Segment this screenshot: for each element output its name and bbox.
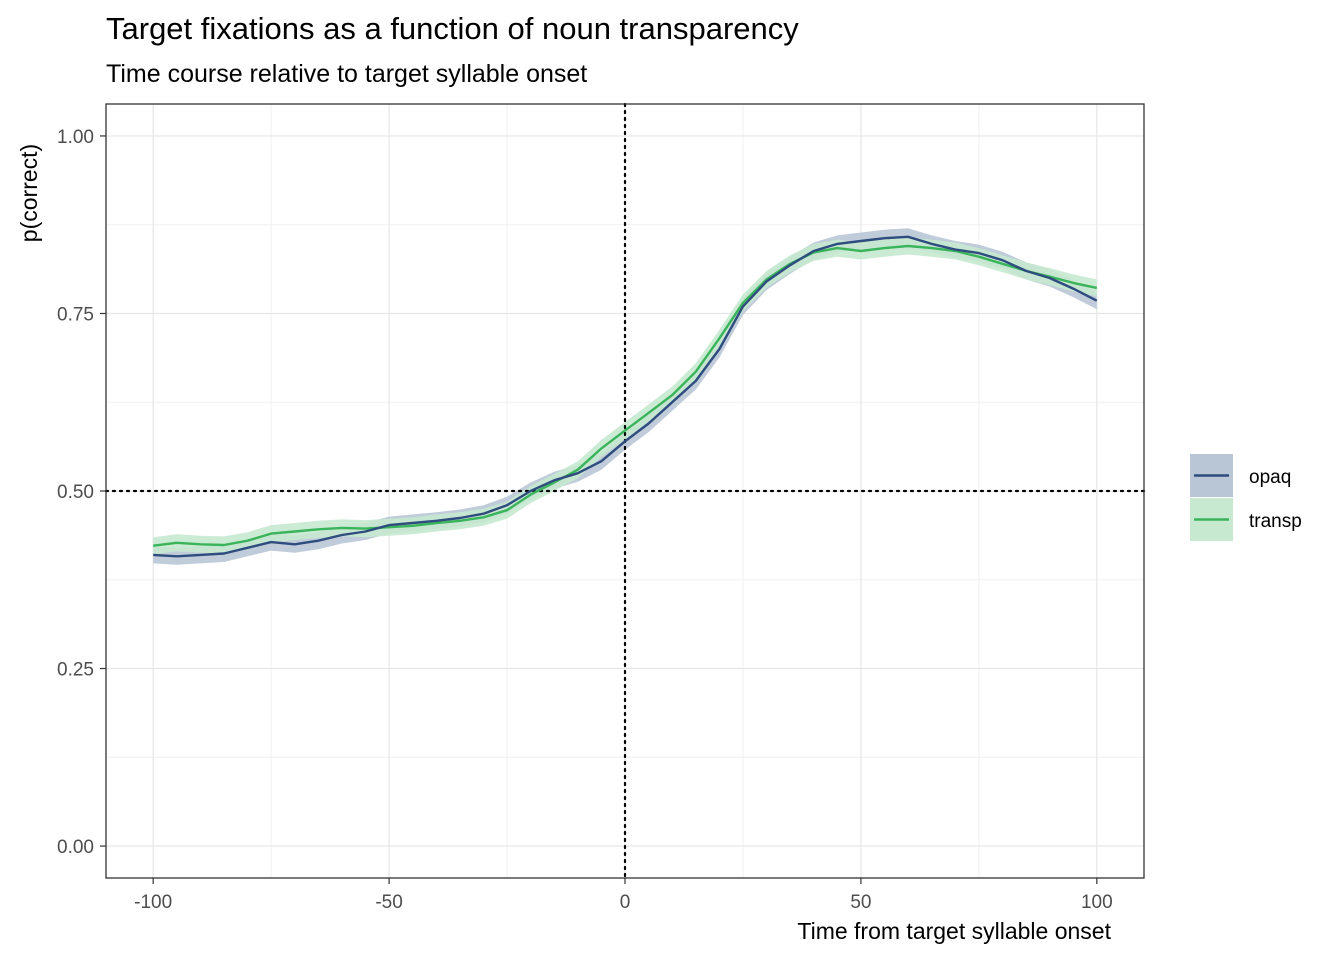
y-tick-label: 0.50 xyxy=(57,482,94,503)
x-tick-label: 50 xyxy=(850,892,871,913)
y-tick-label: 1.00 xyxy=(57,127,94,148)
reference-lines xyxy=(104,102,1146,880)
band-transp xyxy=(153,237,1097,555)
x-tick-label: 0 xyxy=(620,892,631,913)
plot-panel xyxy=(104,102,1146,880)
legend-label-transp: transp xyxy=(1249,511,1302,532)
y-axis: 0.00 0.25 0.50 0.75 1.00 xyxy=(57,127,106,858)
y-axis-title: p(correct) xyxy=(16,144,42,242)
x-tick-label: 100 xyxy=(1081,892,1113,913)
legend: opaq transp xyxy=(1190,454,1302,541)
confidence-bands xyxy=(153,228,1097,565)
series-line-opaq xyxy=(153,235,1098,558)
series-line-transp xyxy=(153,244,1098,547)
chart-title: Target fixations as a function of noun t… xyxy=(106,11,799,46)
series-lines xyxy=(153,235,1098,558)
legend-label-opaq: opaq xyxy=(1249,467,1291,488)
y-tick-label: 0.25 xyxy=(57,660,94,681)
x-tick-label: -50 xyxy=(375,892,402,913)
x-tick-label: -100 xyxy=(134,892,172,913)
y-tick-label: 0.75 xyxy=(57,304,94,325)
chart-subtitle: Time course relative to target syllable … xyxy=(106,60,587,88)
x-axis: -100 -50 0 50 100 xyxy=(134,878,1113,913)
y-tick-label: 0.00 xyxy=(57,837,94,858)
x-axis-title: Time from target syllable onset xyxy=(797,918,1111,944)
